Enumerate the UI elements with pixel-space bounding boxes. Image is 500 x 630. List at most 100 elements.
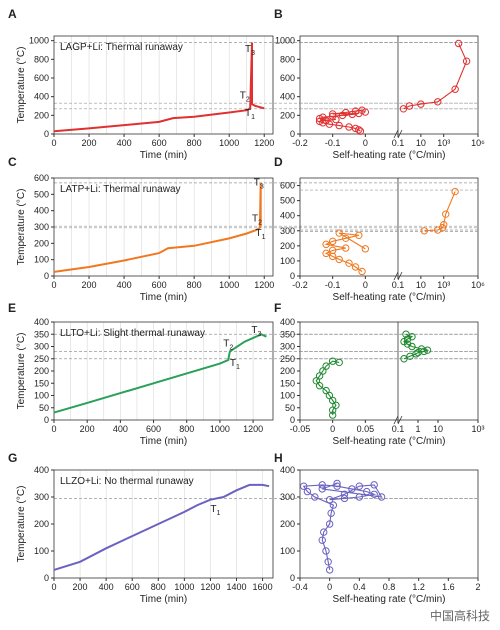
point-label: T2 <box>240 91 250 104</box>
y-tick-label: 0 <box>44 271 49 281</box>
data-point <box>412 350 420 358</box>
series-line <box>53 483 270 571</box>
watermark-text: 中国高科技 <box>429 609 490 623</box>
y-tick-label: 300 <box>34 492 49 502</box>
y-tick-label: 0 <box>290 573 295 583</box>
x-tick-label: 200 <box>73 582 88 592</box>
data-point <box>451 187 459 196</box>
x-axis-label: Time (min) <box>140 150 187 161</box>
y-tick-label: 100 <box>280 391 295 401</box>
x-tick-label: 1000 <box>219 280 239 290</box>
x-tick-label: -0.1 <box>325 138 341 148</box>
y-tick-label: 400 <box>34 92 49 102</box>
data-point <box>329 501 338 509</box>
y-tick-label: 200 <box>34 519 49 529</box>
data-point <box>408 342 416 351</box>
x-axis-label: Time (min) <box>140 594 187 605</box>
x-tick-label: 400 <box>113 424 128 434</box>
data-point <box>417 345 426 353</box>
data-point <box>328 237 337 246</box>
x-axis-label: Self-heating rate (°C/min) <box>333 150 446 161</box>
x-tick-label: 800 <box>187 138 202 148</box>
y-tick-label: 400 <box>34 206 49 216</box>
x-tick-label: 0.05 <box>357 424 375 434</box>
y-tick-label: 350 <box>280 329 295 339</box>
data-point <box>434 226 442 234</box>
panel-letter: C <box>8 155 17 169</box>
y-tick-label: 250 <box>280 354 295 364</box>
y-tick-label: 300 <box>280 492 295 502</box>
y-tick-label: 350 <box>34 329 49 339</box>
x-tick-label: -0.1 <box>325 280 341 290</box>
data-point <box>355 231 363 239</box>
x-tick-label: 0.1 <box>392 138 405 148</box>
point-label: T1 <box>245 108 255 121</box>
y-tick-label: 0 <box>290 415 295 425</box>
x-tick-label: -0.4 <box>292 582 308 592</box>
x-tick-label: 0 <box>51 582 56 592</box>
data-point <box>442 210 450 218</box>
y-tick-label: 200 <box>280 241 295 251</box>
panel-letter: A <box>8 7 17 21</box>
x-tick-label: 1200 <box>243 424 263 434</box>
y-tick-label: 400 <box>280 317 295 327</box>
y-tick-label: 200 <box>280 519 295 529</box>
y-tick-label: 600 <box>34 173 49 183</box>
data-point <box>322 547 330 555</box>
y-tick-label: 200 <box>34 366 49 376</box>
data-point <box>342 244 350 252</box>
data-point <box>315 114 324 123</box>
data-point <box>377 493 386 501</box>
data-point <box>402 330 410 338</box>
panel-letter: G <box>8 451 17 465</box>
x-tick-label: 400 <box>117 138 132 148</box>
plot-frame <box>53 35 274 135</box>
y-tick-label: 600 <box>34 73 49 83</box>
x-tick-label: 1.2 <box>412 582 425 592</box>
series-line <box>403 43 468 110</box>
y-tick-label: 0 <box>290 271 295 281</box>
series-line <box>324 232 366 272</box>
data-point <box>328 112 337 120</box>
y-tick-label: 1000 <box>29 36 49 46</box>
data-point <box>358 267 366 276</box>
x-axis-label: Self-heating rate (°C/min) <box>333 436 446 447</box>
point-label: T3 <box>254 177 264 190</box>
data-point <box>405 102 414 110</box>
data-point <box>345 259 353 267</box>
data-point <box>451 85 459 93</box>
series-line <box>315 360 340 416</box>
y-tick-label: 1000 <box>275 36 295 46</box>
x-tick-label: 1200 <box>200 582 220 592</box>
x-tick-label: 800 <box>151 582 166 592</box>
data-point <box>355 126 363 134</box>
x-tick-label: 0 <box>363 280 368 290</box>
data-point <box>324 558 332 566</box>
data-point <box>370 490 378 498</box>
x-tick-label: -0.05 <box>290 424 311 434</box>
data-point <box>363 487 371 496</box>
y-tick-label: 600 <box>280 181 295 191</box>
data-point <box>462 57 471 65</box>
y-tick-label: 200 <box>280 110 295 120</box>
data-point <box>328 246 337 255</box>
data-point <box>340 490 349 498</box>
annotation: LAGP+Li: Thermal runaway <box>60 42 183 53</box>
x-tick-label: 800 <box>187 280 202 290</box>
data-point <box>351 263 360 271</box>
panel-letter: B <box>274 7 283 21</box>
data-point <box>434 98 442 106</box>
data-point <box>420 227 428 235</box>
y-tick-label: 0 <box>44 573 49 583</box>
data-point <box>325 520 334 528</box>
x-tick-label: 10³ <box>437 138 450 148</box>
annotation: LLTO+Li: Slight thermal runaway <box>60 328 205 339</box>
data-point <box>370 481 378 489</box>
y-tick-label: 400 <box>280 465 295 475</box>
x-tick-label: 10 <box>416 138 426 148</box>
x-tick-label: 10⁶ <box>471 138 485 148</box>
data-point <box>318 536 326 544</box>
data-point <box>328 110 337 118</box>
x-tick-label: 0.4 <box>353 582 366 592</box>
